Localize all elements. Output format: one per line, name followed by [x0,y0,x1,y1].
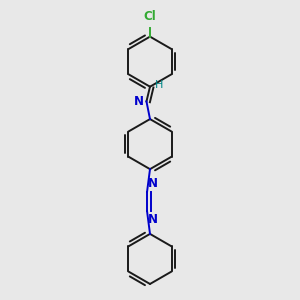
Text: N: N [148,213,158,226]
Text: H: H [155,80,164,90]
Text: N: N [134,95,144,108]
Text: N: N [148,177,158,190]
Text: Cl: Cl [144,11,156,23]
